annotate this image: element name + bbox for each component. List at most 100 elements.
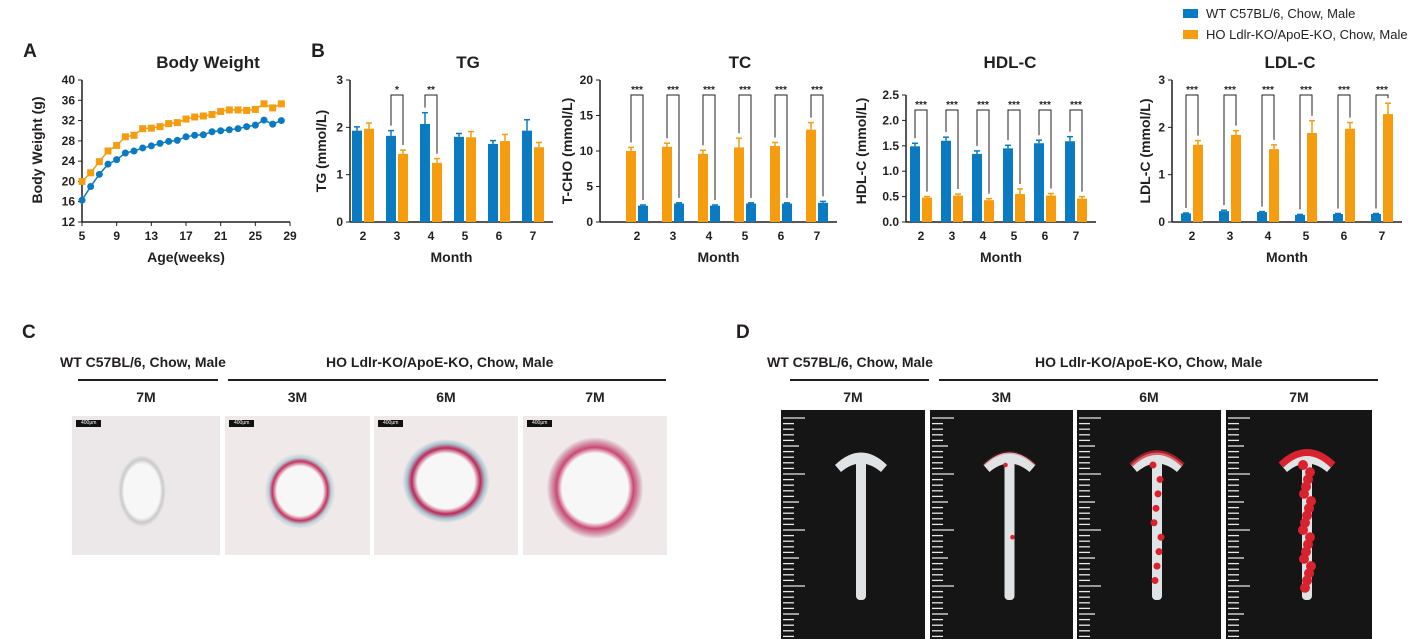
y-tick-label: 24 [62, 154, 76, 168]
y-tick-label: 1 [1158, 168, 1165, 182]
significance-label: *** [631, 85, 643, 96]
series-line [81, 119, 282, 201]
bar [1371, 213, 1381, 222]
lesion [1298, 525, 1308, 535]
significance-label: *** [1224, 85, 1236, 96]
data-point [173, 136, 181, 144]
lesion [1300, 582, 1310, 593]
x-tick-label: 2 [1189, 229, 1196, 243]
y-axis-label: LDL-C (mmol/L) [1137, 99, 1153, 204]
y-tick-label: 28 [62, 134, 76, 148]
bar [626, 151, 636, 222]
bar [953, 195, 963, 222]
bar [698, 153, 708, 222]
data-point [78, 177, 86, 185]
histology-image-ho-3m: 400μm [225, 416, 370, 555]
data-point [208, 128, 216, 136]
lesion [1149, 461, 1157, 469]
y-tick-label: 1 [336, 168, 343, 182]
bar [1269, 149, 1279, 222]
x-tick-label: 3 [949, 229, 956, 243]
significance-bracket [1223, 94, 1237, 206]
legend-label: WT C57BL/6, Chow, Male [1206, 6, 1355, 21]
significance-label: *** [703, 85, 715, 96]
bar [364, 128, 374, 222]
significance-label: *** [811, 85, 823, 96]
y-tick-label: 36 [62, 93, 76, 107]
bar [770, 146, 780, 222]
y-tick-label: 1.5 [882, 139, 899, 153]
bar [972, 153, 982, 222]
data-point [251, 105, 259, 113]
lesion [1154, 490, 1162, 498]
aorta-image-ho-6m [1077, 410, 1221, 639]
y-tick-label: 1.0 [882, 164, 899, 178]
lesion [1151, 577, 1159, 585]
x-tick-label: 2 [360, 229, 367, 243]
data-point [130, 147, 138, 155]
bar [662, 146, 672, 222]
bar [522, 130, 532, 222]
x-tick-label: 4 [980, 229, 987, 243]
x-tick-label: 5 [79, 229, 86, 243]
lesion-arch [982, 451, 1037, 466]
bar [488, 143, 498, 222]
significance-label: * [395, 85, 399, 96]
significance-label: *** [1300, 85, 1312, 96]
y-axis-label: TG (mmol/L) [313, 110, 329, 192]
bar [1015, 194, 1025, 222]
bar [1034, 143, 1044, 222]
aortic-arch [983, 452, 1036, 472]
significance-bracket [390, 94, 404, 146]
significance-bracket [1337, 94, 1351, 209]
significance-bracket [945, 109, 959, 190]
data-point [87, 183, 95, 190]
data-point [113, 141, 121, 149]
significance-label: *** [977, 100, 989, 111]
chart-title: Body Weight [156, 53, 260, 72]
bar [1065, 141, 1075, 222]
y-tick-label: 16 [62, 195, 76, 209]
data-point [130, 131, 138, 139]
data-point [104, 160, 112, 168]
aorta-specimen [1129, 450, 1185, 600]
aorta-image-wt-7m [781, 410, 925, 639]
x-axis-label: Month [980, 249, 1022, 265]
aorta-shaft [856, 460, 866, 600]
bar [386, 135, 396, 222]
chart-title: TG [456, 53, 480, 72]
bar [1193, 144, 1203, 222]
data-point [277, 117, 285, 125]
significance-bracket [810, 94, 824, 197]
data-point [165, 137, 173, 145]
y-tick-label: 32 [62, 114, 76, 128]
significance-bracket [666, 94, 680, 198]
timepoint-label: 7M [1289, 389, 1309, 405]
y-tick-label: 40 [62, 73, 76, 87]
data-point [121, 149, 129, 157]
significance-bracket [424, 94, 438, 154]
x-axis-label: Month [1266, 249, 1308, 265]
bar [734, 147, 744, 222]
chart-title: LDL-C [1265, 53, 1316, 72]
x-tick-label: 7 [1379, 229, 1386, 243]
significance-label: *** [1338, 85, 1350, 96]
timepoint-label: 6M [436, 389, 456, 405]
data-point [217, 127, 225, 135]
lesion [1010, 534, 1015, 540]
x-tick-label: 13 [145, 229, 159, 243]
y-tick-label: 2 [336, 120, 343, 134]
x-tick-label: 5 [462, 229, 469, 243]
series-line [81, 102, 282, 182]
significance-bracket [1007, 109, 1021, 184]
significance-bracket [1038, 109, 1052, 189]
data-point [182, 115, 190, 123]
bar [1295, 214, 1305, 222]
group-line-ho [939, 379, 1378, 381]
lesion [1150, 519, 1158, 527]
data-point [104, 147, 112, 155]
x-tick-label: 4 [706, 229, 713, 243]
aorta-specimen [835, 452, 887, 600]
bar [638, 205, 648, 222]
legend-swatch [1183, 9, 1198, 18]
